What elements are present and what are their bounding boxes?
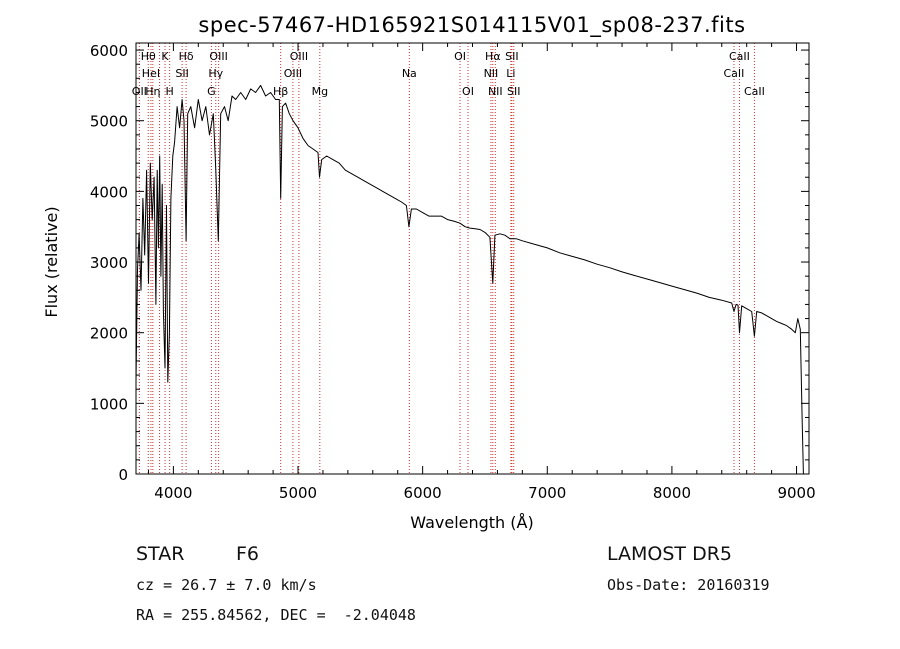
spectral-line-label: OIII: [209, 50, 227, 63]
x-axis-label: Wavelength (Å): [410, 513, 533, 532]
spectral-lines: [138, 43, 755, 474]
y-axis-label: Flux (relative): [42, 206, 61, 317]
redshift-cz: cz = 26.7 ± 7.0 km/s: [136, 576, 317, 594]
spectral-line-label: NII: [484, 67, 499, 80]
y-tick-label: 3000: [90, 254, 128, 272]
chart-title: spec-57467-HD165921S014115V01_sp08-237.f…: [198, 13, 745, 38]
spectral-line-label: Mg: [312, 85, 328, 98]
spectral-line-label: H: [166, 85, 174, 98]
x-axis: 4000 5000 6000 7000 8000 9000: [147, 43, 816, 502]
y-axis: 0 1000 2000 3000 4000 5000 6000: [90, 42, 809, 484]
spectral-line-label: OIII: [284, 67, 302, 80]
y-tick-label: 2000: [90, 325, 128, 343]
spectral-line-label: OI: [454, 50, 466, 63]
observation-date: Obs-Date: 20160319: [607, 576, 770, 594]
spectral-line-label: Hδ: [179, 50, 194, 63]
object-type: STAR: [136, 543, 185, 565]
spectral-line-label: CaII: [724, 67, 745, 80]
spectral-line-label: SII: [505, 50, 518, 63]
x-tick-label: 4000: [154, 484, 192, 502]
spectral-line-label: Hη: [145, 85, 160, 98]
spectral-line-label: Hγ: [208, 67, 223, 80]
spectral-line-label: Na: [402, 67, 417, 80]
x-tick-label: 5000: [279, 484, 317, 502]
y-tick-label: 0: [118, 466, 128, 484]
x-tick-label: 9000: [777, 484, 815, 502]
spectral-line-label: Li: [506, 67, 515, 80]
spectral-line-label: OI: [462, 85, 474, 98]
plot-frame: [135, 42, 810, 475]
y-tick-label: 4000: [90, 183, 128, 201]
spectral-line-label: CaII: [729, 50, 750, 63]
spectral-line-label: HeI: [142, 67, 160, 80]
x-tick-label: 7000: [528, 484, 566, 502]
spectral-line-label: Hθ: [141, 50, 156, 63]
spectral-line-label: OIII: [290, 50, 308, 63]
spectral-line-label: Hβ: [273, 85, 288, 98]
spectral-line-labels: OIIHθHeIHηKHSIIHδGHγOIIIHβOIIIOIIIMgNaOI…: [132, 50, 765, 98]
spectral-line-label: NII: [488, 85, 503, 98]
spectral-line-label: SII: [507, 85, 520, 98]
spectral-line-label: G: [207, 85, 216, 98]
subclass: F6: [236, 543, 260, 565]
y-tick-label: 1000: [90, 395, 128, 413]
survey-name: LAMOST DR5: [607, 543, 732, 565]
spectrum-series: [135, 84, 804, 475]
x-tick-label: 6000: [404, 484, 442, 502]
x-tick-label: 8000: [653, 484, 691, 502]
y-tick-label: 5000: [90, 113, 128, 131]
spectral-line-label: K: [161, 50, 169, 63]
y-tick-label: 6000: [90, 42, 128, 60]
spectral-line-label: SII: [175, 67, 188, 80]
spectral-line-label: Hα: [485, 50, 501, 63]
spectral-line-label: CaII: [744, 85, 765, 98]
coordinates: RA = 255.84562, DEC = -2.04048: [136, 606, 416, 624]
